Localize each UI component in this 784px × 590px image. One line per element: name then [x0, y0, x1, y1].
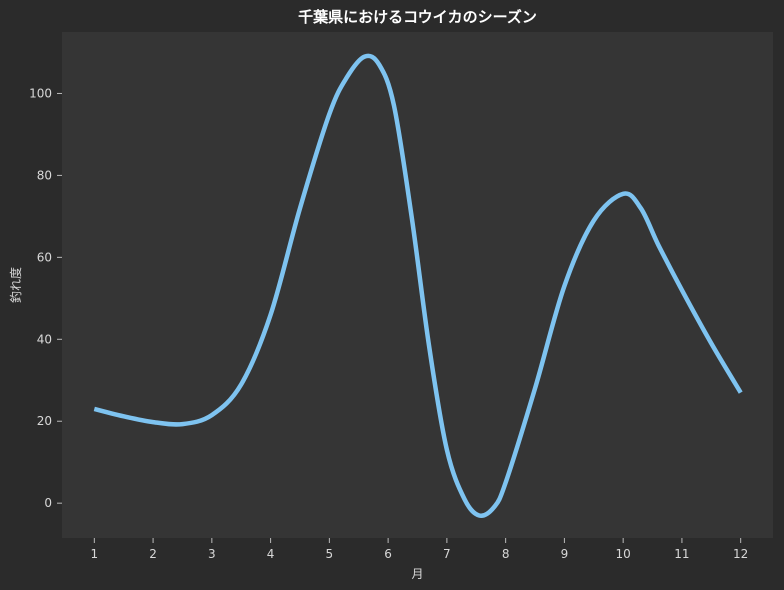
x-tick-label: 3 — [208, 547, 216, 561]
series-group — [93, 53, 743, 518]
x-tick-label: 6 — [384, 547, 392, 561]
y-tick-label: 100 — [29, 86, 52, 100]
x-tick-label: 1 — [90, 547, 98, 561]
x-tick-label: 11 — [674, 547, 689, 561]
chart-title: 千葉県におけるコウイカのシーズン — [298, 8, 537, 26]
y-tick-label: 0 — [44, 496, 52, 510]
x-tick-label: 7 — [443, 547, 451, 561]
x-tick-label: 12 — [733, 547, 748, 561]
y-tick-label: 40 — [37, 332, 52, 346]
y-tick-label: 80 — [37, 168, 52, 182]
y-axis: 0 20 40 60 80 100 — [29, 86, 62, 510]
x-tick-label: 10 — [616, 547, 631, 561]
x-axis: 1 2 3 4 5 6 7 8 9 10 11 12 — [90, 538, 748, 561]
series-line — [93, 53, 743, 518]
y-tick-label: 20 — [37, 414, 52, 428]
x-tick-label: 9 — [561, 547, 569, 561]
y-axis-label: 釣れ度 — [8, 267, 23, 303]
x-tick-label: 5 — [326, 547, 334, 561]
y-tick-label: 60 — [37, 250, 52, 264]
x-tick-label: 8 — [502, 547, 510, 561]
x-tick-label: 2 — [149, 547, 157, 561]
plot-area — [62, 32, 773, 538]
x-tick-label: 4 — [267, 547, 275, 561]
x-axis-label: 月 — [411, 567, 423, 581]
